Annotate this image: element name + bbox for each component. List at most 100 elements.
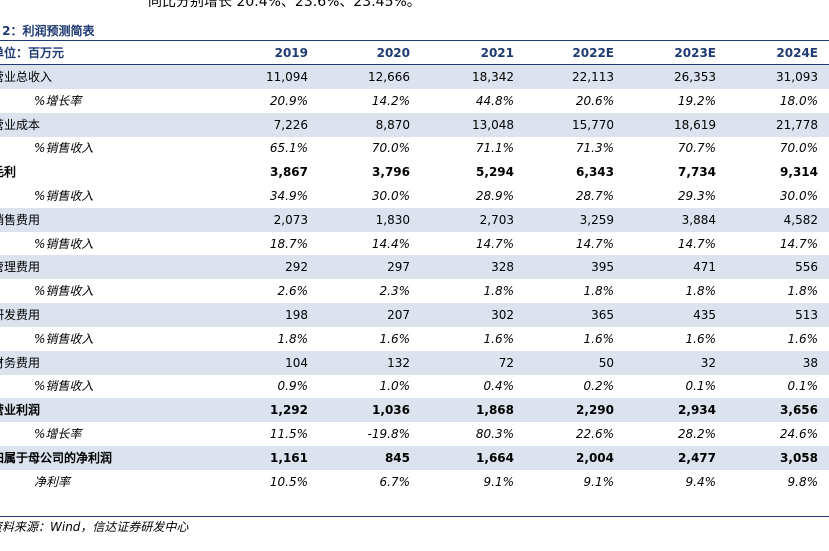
cell-value: 0.1% [787,379,819,394]
row-label: 归属于母公司的净利润 [0,450,113,465]
cell-value: 198 [285,308,308,322]
cell-value: 72 [498,355,514,370]
cell-value: 1.6% [685,331,717,346]
cell-value: 71.3% [575,141,614,156]
row-label: %增长率 [34,427,82,441]
cell-value: 302 [491,308,514,322]
cell-value: 31,093 [776,70,818,84]
header-year: 2019 [274,46,308,60]
cell-value: 1,664 [476,450,514,465]
row-label: 净利率 [34,474,71,489]
cell-value: 1.8% [787,284,819,299]
cell-value: 14.7% [677,236,716,251]
cell-value: 0.4% [483,379,515,394]
row-label: 财务费用 [0,355,41,370]
cell-value: 10.5% [269,474,308,489]
cell-value: 3,796 [372,165,410,180]
table-row: 营业总收入 11,094 12,666 18,342 22,113 26,353 31,09… [0,65,829,89]
cell-value: 28.9% [475,189,514,203]
cell-value: 2,934 [678,403,716,418]
row-label: %销售收入 [34,141,94,156]
cell-value: 18,619 [674,117,716,132]
cell-value: 12,666 [368,70,410,84]
table-row: %销售收入 65.1% 70.0% 71.1% 71.3% 70.7% 70.0% [0,136,829,160]
cell-value: 1.8% [583,284,615,299]
cell-value: 15,770 [572,117,614,132]
cell-value: -19.8% [367,427,410,441]
row-label: %增长率 [34,93,82,108]
cell-value: 1.8% [685,284,717,299]
table-row: 营业成本 7,226 8,870 13,048 15,770 18,619 21,778 [0,112,829,137]
header-year: 2023E [674,46,716,60]
row-label: 研发费用 [0,308,41,322]
cell-value: 18.7% [269,236,308,251]
cell-value: 2.6% [277,284,309,299]
table-row: %销售收入 1.8% 1.6% 1.6% 1.6% 1.6% 1.6% [0,327,829,351]
cell-value: 11.5% [269,427,308,441]
table-row: %增长率 20.9% 14.2% 44.8% 20.6% 19.2% 18.0% [0,89,829,113]
table-caption: 表 2：利润预测简表 [0,24,95,38]
cell-value: 50 [598,355,614,370]
table-row: 财务费用 104 132 72 50 32 38 [0,350,829,375]
cell-value: 435 [693,308,716,322]
cell-value: 845 [384,450,410,465]
cell-value: 6,343 [576,165,614,180]
cell-value: 30.0% [371,189,410,203]
cell-value: 104 [285,355,308,370]
cell-value: 9.8% [787,474,819,489]
cell-value: 14.4% [371,236,410,251]
cell-value: 297 [387,260,410,275]
cell-value: 29.3% [677,189,716,203]
table-row: %增长率 11.5% -19.8% 80.3% 22.6% 28.2% 24.6% [0,422,829,446]
cell-value: 1.8% [483,284,515,299]
cell-value: 30.0% [779,189,818,203]
table-row: 研发费用 198 207 302 365 435 513 [0,303,829,327]
cell-value: 20.6% [575,93,614,108]
cell-value: 0.1% [685,379,717,394]
cell-value: 365 [591,308,614,322]
cell-value: 1.0% [379,379,411,394]
cell-value: 2,290 [576,403,614,418]
cell-value: 24.6% [779,427,818,441]
cell-value: 0.2% [583,379,615,394]
cell-value: 556 [795,260,818,275]
cell-value: 14.7% [475,236,514,251]
cell-value: 1,868 [476,403,514,418]
cell-value: 26,353 [674,70,716,84]
cell-value: 4,582 [783,212,818,227]
cell-value: 328 [491,260,514,275]
row-label: %销售收入 [34,236,94,251]
header-year: 2021 [480,46,514,60]
cell-value: 8,870 [375,117,410,132]
table-bottom-rule [0,516,829,517]
cell-value: 3,058 [780,450,818,465]
cell-value: 22,113 [572,70,614,84]
cell-value: 80.3% [475,427,514,441]
table-row: %销售收入 34.9% 30.0% 28.9% 28.7% 29.3% 30.0% [0,184,829,208]
cell-value: 207 [387,308,410,322]
row-label: %销售收入 [34,189,94,203]
cell-value: 9.4% [685,474,717,489]
cell-value: 28.2% [677,427,716,441]
cell-value: 1,830 [375,212,410,227]
cell-value: 1.8% [277,331,309,346]
cell-value: 3,259 [579,212,614,227]
row-label: 营业利润 [0,403,41,418]
cell-value: 3,867 [270,165,308,180]
table-row: %销售收入 2.6% 2.3% 1.8% 1.8% 1.8% 1.8% [0,279,829,303]
cell-value: 38 [802,355,818,370]
cell-value: 1,161 [270,450,308,465]
cell-value: 1.6% [379,331,411,346]
cell-value: 3,656 [780,403,818,418]
cell-value: 18.0% [779,93,818,108]
row-label: 营业总收入 [0,70,53,84]
header-row: 单位：百万元 2019 2020 2021 2022E 2023E 2024E [0,40,829,65]
table-row: %销售收入 0.9% 1.0% 0.4% 0.2% 0.1% 0.1% [0,374,829,398]
row-label: %销售收入 [34,284,94,299]
source-note: 资料来源：Wind，信达证券研发中心 [0,520,189,534]
cell-value: 19.2% [677,93,716,108]
cell-value: 292 [285,260,308,275]
cell-value: 70.7% [677,141,716,156]
row-label: 管理费用 [0,260,41,275]
